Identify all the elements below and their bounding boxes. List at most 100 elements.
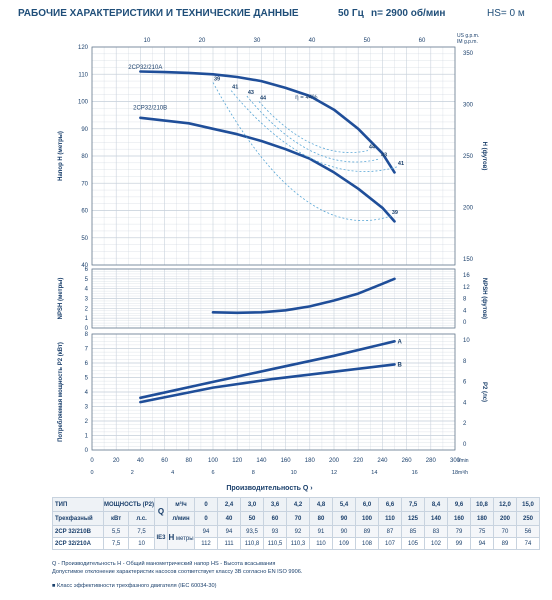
- q-lmin-1: 40: [217, 511, 241, 526]
- x-tick-label-lmin: 220: [353, 458, 364, 464]
- h-cell: 94: [470, 537, 494, 550]
- tolerance-note: Допустимое отклонение характеристик насо…: [52, 569, 303, 575]
- q-lmin-11: 160: [447, 511, 471, 526]
- type-header: ТИП: [52, 497, 104, 512]
- head-right-axis-label: H (футов): [481, 142, 488, 171]
- h-cell: 105: [401, 537, 425, 550]
- efficiency-mark-label: 39: [214, 76, 220, 82]
- h-cell: 108: [355, 537, 379, 550]
- h-cell: 79: [447, 525, 471, 538]
- power-y-tick-label: 2: [85, 419, 89, 425]
- npsh-right-axis-label: NPSH (футов): [481, 278, 488, 319]
- x-tick-label-m3h: 8: [252, 470, 255, 476]
- npsh-right-tick-label: 16: [463, 273, 470, 279]
- h-cell: 70: [493, 525, 517, 538]
- h-cell: 90: [332, 525, 356, 538]
- table-header-row: ТИП МОЩНОСТЬ (P2) Q м³/ч 0 2,4 3,0 3,6 4…: [52, 497, 540, 526]
- h-cell: 85: [401, 525, 425, 538]
- npsh-y-tick-label: 1: [85, 316, 89, 322]
- model-cell: 2CP 32/210B: [52, 525, 104, 538]
- x-tick-label-m3h: 16: [412, 470, 418, 476]
- notes: Q - Производительность H - Общий маномет…: [52, 560, 532, 590]
- efficiency-mark-label: 43: [381, 153, 387, 159]
- npsh-y-tick-label: 3: [85, 297, 89, 303]
- q-unit-lmin: л/мин: [167, 511, 195, 526]
- q-header: Q: [154, 497, 168, 526]
- power-right-tick-label: 4: [463, 400, 467, 406]
- npsh-y-tick-label: 6: [85, 267, 89, 273]
- npsh-curve: [211, 277, 396, 315]
- q-m3h-0: 0: [194, 497, 218, 512]
- power-right-axis-label: P2 (лс): [481, 382, 487, 402]
- q-lmin-14: 250: [516, 511, 540, 526]
- npsh-y-tick-label: 0: [85, 326, 89, 332]
- efficiency-mark-label: 43: [248, 90, 254, 96]
- q-lmin-0: 0: [194, 511, 218, 526]
- x-tick-label-m3h: 2: [131, 470, 134, 476]
- h-unit: метры: [175, 536, 194, 542]
- efficiency-curve: [212, 82, 391, 221]
- x-tick-label-lmin: 140: [256, 458, 267, 464]
- top-axis-unit-label: US g.p.m.: [457, 33, 479, 39]
- q-m3h-14: 15,0: [516, 497, 540, 512]
- head-y-tick-label: 80: [81, 154, 88, 160]
- head-y-tick-label: 70: [81, 181, 88, 187]
- head-series-label: 2CP32/210A: [128, 65, 162, 71]
- head-y-tick-label: 40: [81, 263, 88, 269]
- power-series-label: A: [398, 339, 403, 345]
- q-m3h-3: 3,6: [263, 497, 287, 512]
- h-cell: 99: [447, 537, 471, 550]
- x-tick-label-m3h: 18: [452, 470, 458, 476]
- top-axis-tick-label: 50: [364, 38, 371, 44]
- power-curve-1: [139, 363, 396, 404]
- q-lmin-10: 140: [424, 511, 448, 526]
- x-axis-label: Производительность Q ›: [226, 485, 313, 492]
- x-tick-label-lmin: 280: [426, 458, 437, 464]
- pump-performance-chart: 405060708090100110120150200250300350Напо…: [57, 33, 488, 492]
- h-cell: 93,5: [240, 525, 264, 538]
- q-lmin-12: 180: [470, 511, 494, 526]
- h-cell: 92: [286, 525, 310, 538]
- head-y-tick-label: 50: [81, 236, 88, 242]
- legend-note: Q - Производительность H - Общий маномет…: [52, 561, 276, 567]
- q-unit-m3h: м³/ч: [167, 497, 195, 512]
- efficiency-mark-label: 39: [392, 210, 398, 216]
- ie-class-cell: IE3: [154, 525, 168, 550]
- efficiency-mark-label: 44: [260, 96, 267, 102]
- hp-cell: 7,5: [128, 525, 155, 538]
- top-axis-unit-label: IM g.p.m.: [457, 39, 478, 45]
- x-tick-label-lmin: 260: [402, 458, 413, 464]
- speed-label: n= 2900 об/мин: [371, 8, 446, 19]
- head-right-tick-label: 200: [463, 206, 474, 212]
- h-cell: 94: [194, 525, 218, 538]
- power-y-tick-label: 0: [85, 448, 89, 454]
- q-lmin-3: 60: [263, 511, 287, 526]
- head-frame: [91, 46, 456, 266]
- q-m3h-8: 6,6: [378, 497, 402, 512]
- power-series-label: B: [398, 362, 403, 368]
- q-lmin-7: 100: [355, 511, 379, 526]
- power-right-tick-label: 10: [463, 338, 470, 344]
- model-cell: 2CP 32/210A: [52, 537, 104, 550]
- power-curve-0: [139, 340, 396, 400]
- x-tick-label-lmin: 120: [232, 458, 243, 464]
- h-cell: 107: [378, 537, 402, 550]
- power-right-tick-label: 8: [463, 359, 467, 365]
- q-m3h-11: 9,6: [447, 497, 471, 512]
- x-tick-label-lmin: 240: [377, 458, 388, 464]
- h-cell: 110,3: [286, 537, 310, 550]
- efficiency-mark-label: 41: [398, 161, 404, 167]
- head-y-tick-label: 90: [81, 127, 88, 133]
- x-tick-label-m3h: 4: [171, 470, 174, 476]
- chart-header: РАБОЧИЕ ХАРАКТЕРИСТИКИ И ТЕХНИЧЕСКИЕ ДАН…: [0, 0, 552, 22]
- power-y-tick-label: 7: [85, 347, 89, 353]
- npsh-right-tick-label: 0: [463, 320, 467, 326]
- q-lmin-5: 80: [309, 511, 333, 526]
- x-tick-label-m3h: 12: [331, 470, 337, 476]
- x-tick-label-lmin: 20: [113, 458, 120, 464]
- head-curve-0: [139, 70, 396, 174]
- efficiency-label: η = 44%: [295, 95, 318, 101]
- power-frame: [91, 333, 456, 451]
- power-y-tick-label: 6: [85, 361, 89, 367]
- q-m3h-12: 10,8: [470, 497, 494, 512]
